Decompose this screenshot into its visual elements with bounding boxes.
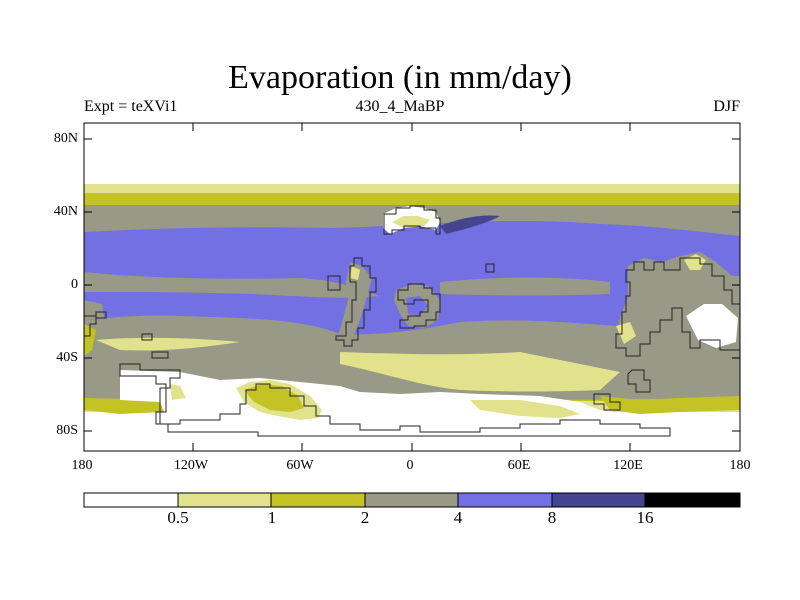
antarctic-peninsula-inner (244, 384, 304, 412)
colorbar-swatch-7 (644, 492, 741, 508)
dark-blue-maximum (440, 215, 500, 234)
colorbar-swatch-5 (457, 492, 553, 508)
plot-frame (83, 122, 741, 452)
coast-small-island-south (141, 333, 153, 341)
gray-gap-indian (440, 277, 610, 296)
western-continent-shading (350, 266, 360, 280)
lat-label-80n: 80N (53, 131, 78, 146)
coast-small-island (327, 275, 341, 291)
period-label: 430_4_MaBP (355, 98, 445, 115)
lon-label-60w: 60W (286, 458, 314, 473)
coast-western-continent (335, 257, 377, 347)
northern-continent-shading (392, 216, 430, 228)
colorbar-label-1: 1 (267, 508, 277, 527)
colorbar-swatch-1 (83, 492, 179, 508)
colorbar-swatch-4 (364, 492, 459, 508)
southern-olive-strip-east (600, 396, 740, 414)
plot-title: Evaporation (in mm/day) (228, 59, 572, 96)
colorbar-label-0.5: 0.5 (167, 508, 189, 527)
antarctic-shading-east (470, 400, 580, 418)
colorbar-swatch-2 (177, 492, 272, 508)
lat-label-80s: 80S (56, 423, 78, 438)
coast-antarctica (119, 363, 671, 437)
lon-label-180w: 180 (71, 458, 93, 473)
southern-olive-strip-west (84, 398, 164, 414)
colorbar-label-2: 2 (360, 508, 370, 527)
coast-antarctic-island (593, 393, 621, 411)
colorbar-label-16: 16 (636, 508, 654, 527)
colorbar (83, 492, 741, 508)
west-edge-gray (84, 300, 104, 320)
lat-label-40s: 40S (56, 350, 78, 365)
colorbar-label-4: 4 (453, 508, 463, 527)
tropical-band-blue (84, 220, 740, 335)
western-continent (336, 262, 372, 350)
coastlines (83, 205, 741, 437)
lat-label-40n: 40N (53, 204, 78, 219)
experiment-label: Expt = teXVi1 (84, 98, 178, 115)
coast-eastern-continent (615, 257, 741, 357)
lon-label-120w: 120W (173, 458, 209, 473)
colorbar-swatch-3 (270, 492, 366, 508)
gray-gap-east-pacific (84, 272, 380, 298)
central-continent-inner (406, 296, 428, 316)
lon-label-60e: 60E (507, 458, 531, 473)
coast-island-east (485, 263, 495, 273)
coast-west-island (95, 311, 107, 319)
lon-label-0: 0 (406, 458, 414, 473)
southern-light-zone-central (340, 352, 620, 392)
west-edge-olive (84, 324, 96, 356)
antarctic-shading-west (170, 384, 186, 400)
coast-central-continent (397, 283, 441, 329)
lat-label-eq: 0 (71, 277, 78, 292)
southern-light-zone-west (96, 337, 240, 351)
eastern-continent-west-shading (616, 322, 636, 344)
evaporation-field (84, 123, 740, 451)
coast-eastern-south-lobe (627, 369, 651, 393)
lon-label-120e: 120E (613, 458, 643, 473)
colorbar-swatch-6 (551, 492, 646, 508)
season-label: DJF (713, 98, 740, 115)
lon-label-180e: 180 (729, 458, 751, 473)
colorbar-label-8: 8 (547, 508, 557, 527)
coast-northern-continent (383, 205, 441, 235)
coast-small-island-south-2 (151, 351, 169, 359)
eastern-continent-dry-south (686, 304, 738, 348)
eastern-continent-south-lobe (618, 368, 650, 390)
